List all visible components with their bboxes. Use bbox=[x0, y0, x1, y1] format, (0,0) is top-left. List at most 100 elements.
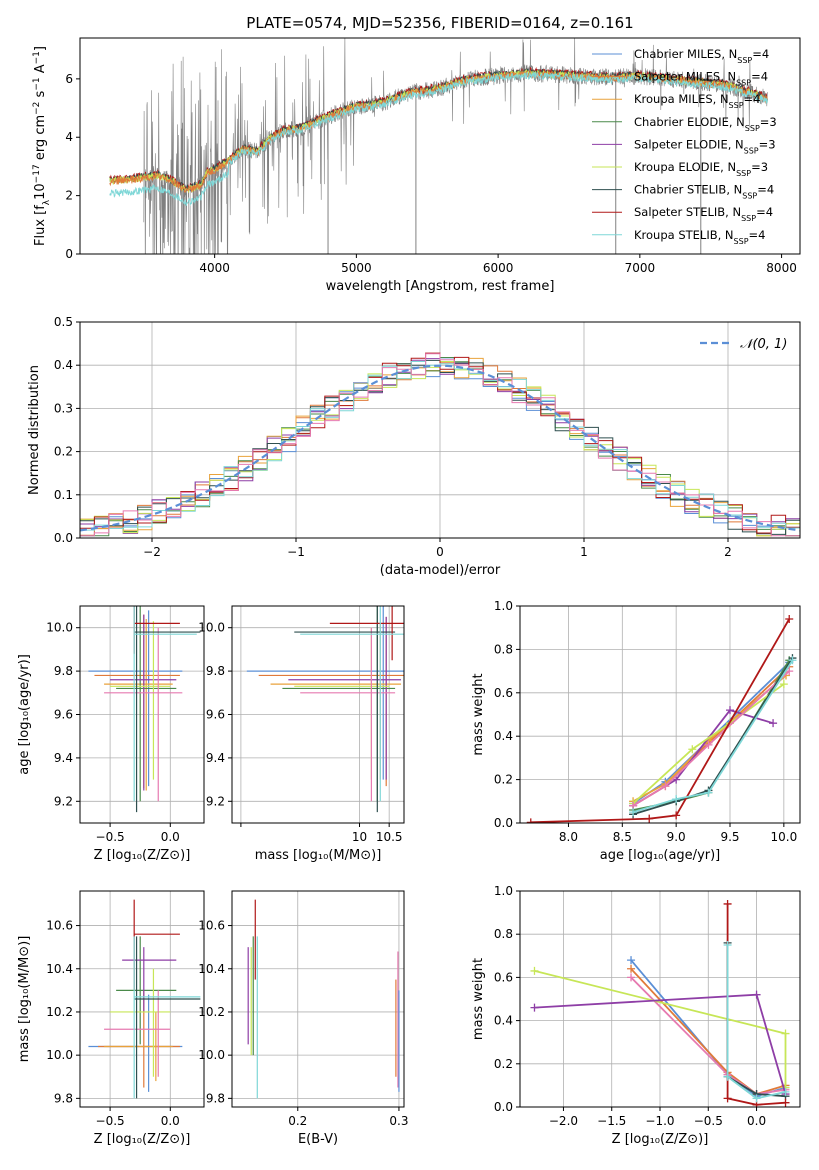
y-axis-label: age [log₁₀(age/yr)] bbox=[17, 654, 32, 775]
series-marker bbox=[781, 1098, 790, 1107]
x-axis-label: E(B-V) bbox=[298, 1132, 338, 1147]
y-axis-label: Flux [fλ10−17 erg cm−2 s−1 A−1] bbox=[32, 46, 52, 246]
plot-area bbox=[246, 606, 404, 813]
x-tick-label: −1.5 bbox=[597, 1114, 626, 1128]
x-tick-label: 7000 bbox=[625, 261, 656, 275]
errorbar-salpeter-stelib bbox=[329, 606, 404, 661]
x-tick-label: 1 bbox=[580, 545, 588, 559]
x-tick-label: 9.0 bbox=[667, 830, 686, 844]
x-tick-label: 8000 bbox=[766, 261, 797, 275]
errorbar-kroupa-elodie bbox=[110, 621, 171, 780]
y-tick-label: 9.2 bbox=[206, 794, 225, 808]
axes-frame bbox=[231, 890, 405, 1108]
series-kroupa-miles bbox=[632, 674, 787, 803]
series-marker bbox=[530, 966, 539, 975]
y-tick-label: 4 bbox=[65, 130, 73, 144]
series-kroupa-stelib bbox=[632, 659, 794, 813]
legend-entry: Chabrier ELODIE, NSSP=3 bbox=[634, 115, 777, 133]
series-salpeter-stelib bbox=[530, 618, 790, 823]
x-tick-label: 10.0 bbox=[770, 830, 797, 844]
y-tick-label: 10.2 bbox=[198, 1005, 225, 1019]
errorbar-salpeter-stelib bbox=[133, 606, 180, 654]
series-marker bbox=[726, 706, 734, 715]
errorbar-pink bbox=[104, 627, 183, 802]
series-marker bbox=[781, 1029, 790, 1038]
y-axis-label: mass [log₁₀(M/M⊙)] bbox=[17, 936, 32, 1063]
histogram-pink bbox=[80, 353, 800, 537]
x-axis-label: mass [log₁₀(M/M⊙)] bbox=[255, 848, 382, 863]
y-axis-label: mass weight bbox=[471, 958, 486, 1040]
x-axis-label: Z [log₁₀(Z/Z⊙)] bbox=[94, 1132, 191, 1147]
legend-entry: Salpeter STELIB, NSSP=4 bbox=[634, 205, 773, 223]
series-marker bbox=[704, 740, 713, 749]
y-tick-label: 10.4 bbox=[198, 962, 225, 976]
axes-frame bbox=[79, 37, 801, 255]
y-tick-label: 0.2 bbox=[54, 445, 73, 459]
y-tick-label: 0.1 bbox=[54, 488, 73, 502]
series-marker bbox=[769, 719, 778, 728]
errorbar-chabrier-stelib bbox=[134, 936, 201, 1099]
x-tick-label: 6000 bbox=[483, 261, 514, 275]
y-tick-label: 9.6 bbox=[206, 708, 225, 722]
errorbar-salpeter-miles bbox=[94, 614, 180, 789]
y-tick-label: 6 bbox=[65, 72, 73, 86]
y-tick-label: 10.0 bbox=[198, 1048, 225, 1062]
y-tick-label: 0.4 bbox=[54, 358, 73, 372]
errorbar-salpeter-miles bbox=[258, 616, 404, 787]
errorbar-salpeter-elodie bbox=[110, 614, 177, 791]
errorbar-salpeter-elodie bbox=[122, 947, 177, 1012]
errorbar-kroupa-stelib bbox=[300, 606, 404, 802]
plot-area bbox=[526, 615, 797, 823]
x-tick-label: 8.5 bbox=[613, 830, 632, 844]
legend-entry: Salpeter MILES, NSSP=4 bbox=[634, 70, 768, 88]
y-tick-label: 10.0 bbox=[46, 621, 73, 635]
axes-age_vs_mass: 10.5 10 9.2 9.4 9.6 9.8 10.0 mass [log₁₀(M/M⊙)] bbox=[198, 605, 405, 863]
y-tick-label: 2 bbox=[65, 189, 73, 203]
errorbar-kroupa-miles bbox=[104, 619, 173, 791]
y-tick-label: 0.8 bbox=[494, 642, 513, 656]
errorbar-pink bbox=[104, 990, 171, 1077]
plot-area bbox=[88, 899, 201, 1099]
legend-entry: Chabrier STELIB, NSSP=4 bbox=[634, 183, 774, 201]
series-marker bbox=[627, 964, 636, 973]
errorbar-salpeter-stelib bbox=[133, 899, 180, 991]
y-tick-label: 0.2 bbox=[494, 773, 513, 787]
axes-residuals: −2 −1 0 1 2 0.0 0.1 0.2 0.3 0.4 0.5 (data-model)/er… bbox=[27, 315, 801, 578]
series-marker bbox=[752, 990, 761, 999]
x-axis-label: Z [log₁₀(Z/Z⊙)] bbox=[94, 848, 191, 863]
y-tick-label: 10.0 bbox=[46, 1048, 73, 1062]
errorbar-chabrier-stelib bbox=[294, 606, 396, 813]
x-tick-label: 10 bbox=[352, 830, 367, 844]
x-tick-label: 10.5 bbox=[376, 830, 403, 844]
y-tick-label: 9.8 bbox=[206, 1091, 225, 1105]
errorbar-salpeter-elodie bbox=[288, 616, 402, 780]
errorbar-pink bbox=[300, 627, 396, 802]
errorbar-chabrier-elodie bbox=[116, 606, 177, 802]
series-marker bbox=[779, 680, 788, 689]
x-tick-label: 4000 bbox=[199, 261, 230, 275]
x-tick-label: −1 bbox=[287, 545, 305, 559]
x-tick-label: 2 bbox=[724, 545, 732, 559]
axes-mass_vs_ebv: 0.2 0.3 9.8 10.0 10.2 10.4 10.6 E(B-V) bbox=[198, 890, 408, 1147]
x-axis-label: (data-model)/error bbox=[380, 563, 501, 578]
series-marker bbox=[704, 788, 713, 797]
y-tick-label: 0.6 bbox=[494, 686, 513, 700]
series-marker bbox=[627, 973, 636, 982]
y-tick-label: 9.8 bbox=[54, 1091, 73, 1105]
y-tick-label: 0.0 bbox=[494, 1100, 513, 1114]
model-spectrum-kroupa-stelib bbox=[109, 71, 768, 207]
x-axis-label: wavelength [Angstrom, rest frame] bbox=[326, 279, 555, 294]
series-marker bbox=[752, 1094, 761, 1103]
legend-entry: 𝒩(0, 1) bbox=[740, 337, 787, 352]
legend-entry: Kroupa ELODIE, NSSP=3 bbox=[634, 160, 768, 178]
x-tick-label: 5000 bbox=[341, 261, 372, 275]
x-tick-label: −0.5 bbox=[96, 1114, 125, 1128]
errorbar-kroupa-miles bbox=[270, 623, 402, 780]
series-marker bbox=[723, 941, 732, 949]
axes-age_vs_z: −0.5 0.0 9.2 9.4 9.6 9.8 10.0 Z [log₁₀(Z/Z⊙)] ag… bbox=[17, 605, 205, 863]
series-marker bbox=[785, 615, 794, 624]
plot-area bbox=[88, 606, 201, 813]
y-tick-label: 10.6 bbox=[198, 919, 225, 933]
axes-frame bbox=[79, 890, 205, 1108]
y-tick-label: 1.0 bbox=[494, 599, 513, 613]
